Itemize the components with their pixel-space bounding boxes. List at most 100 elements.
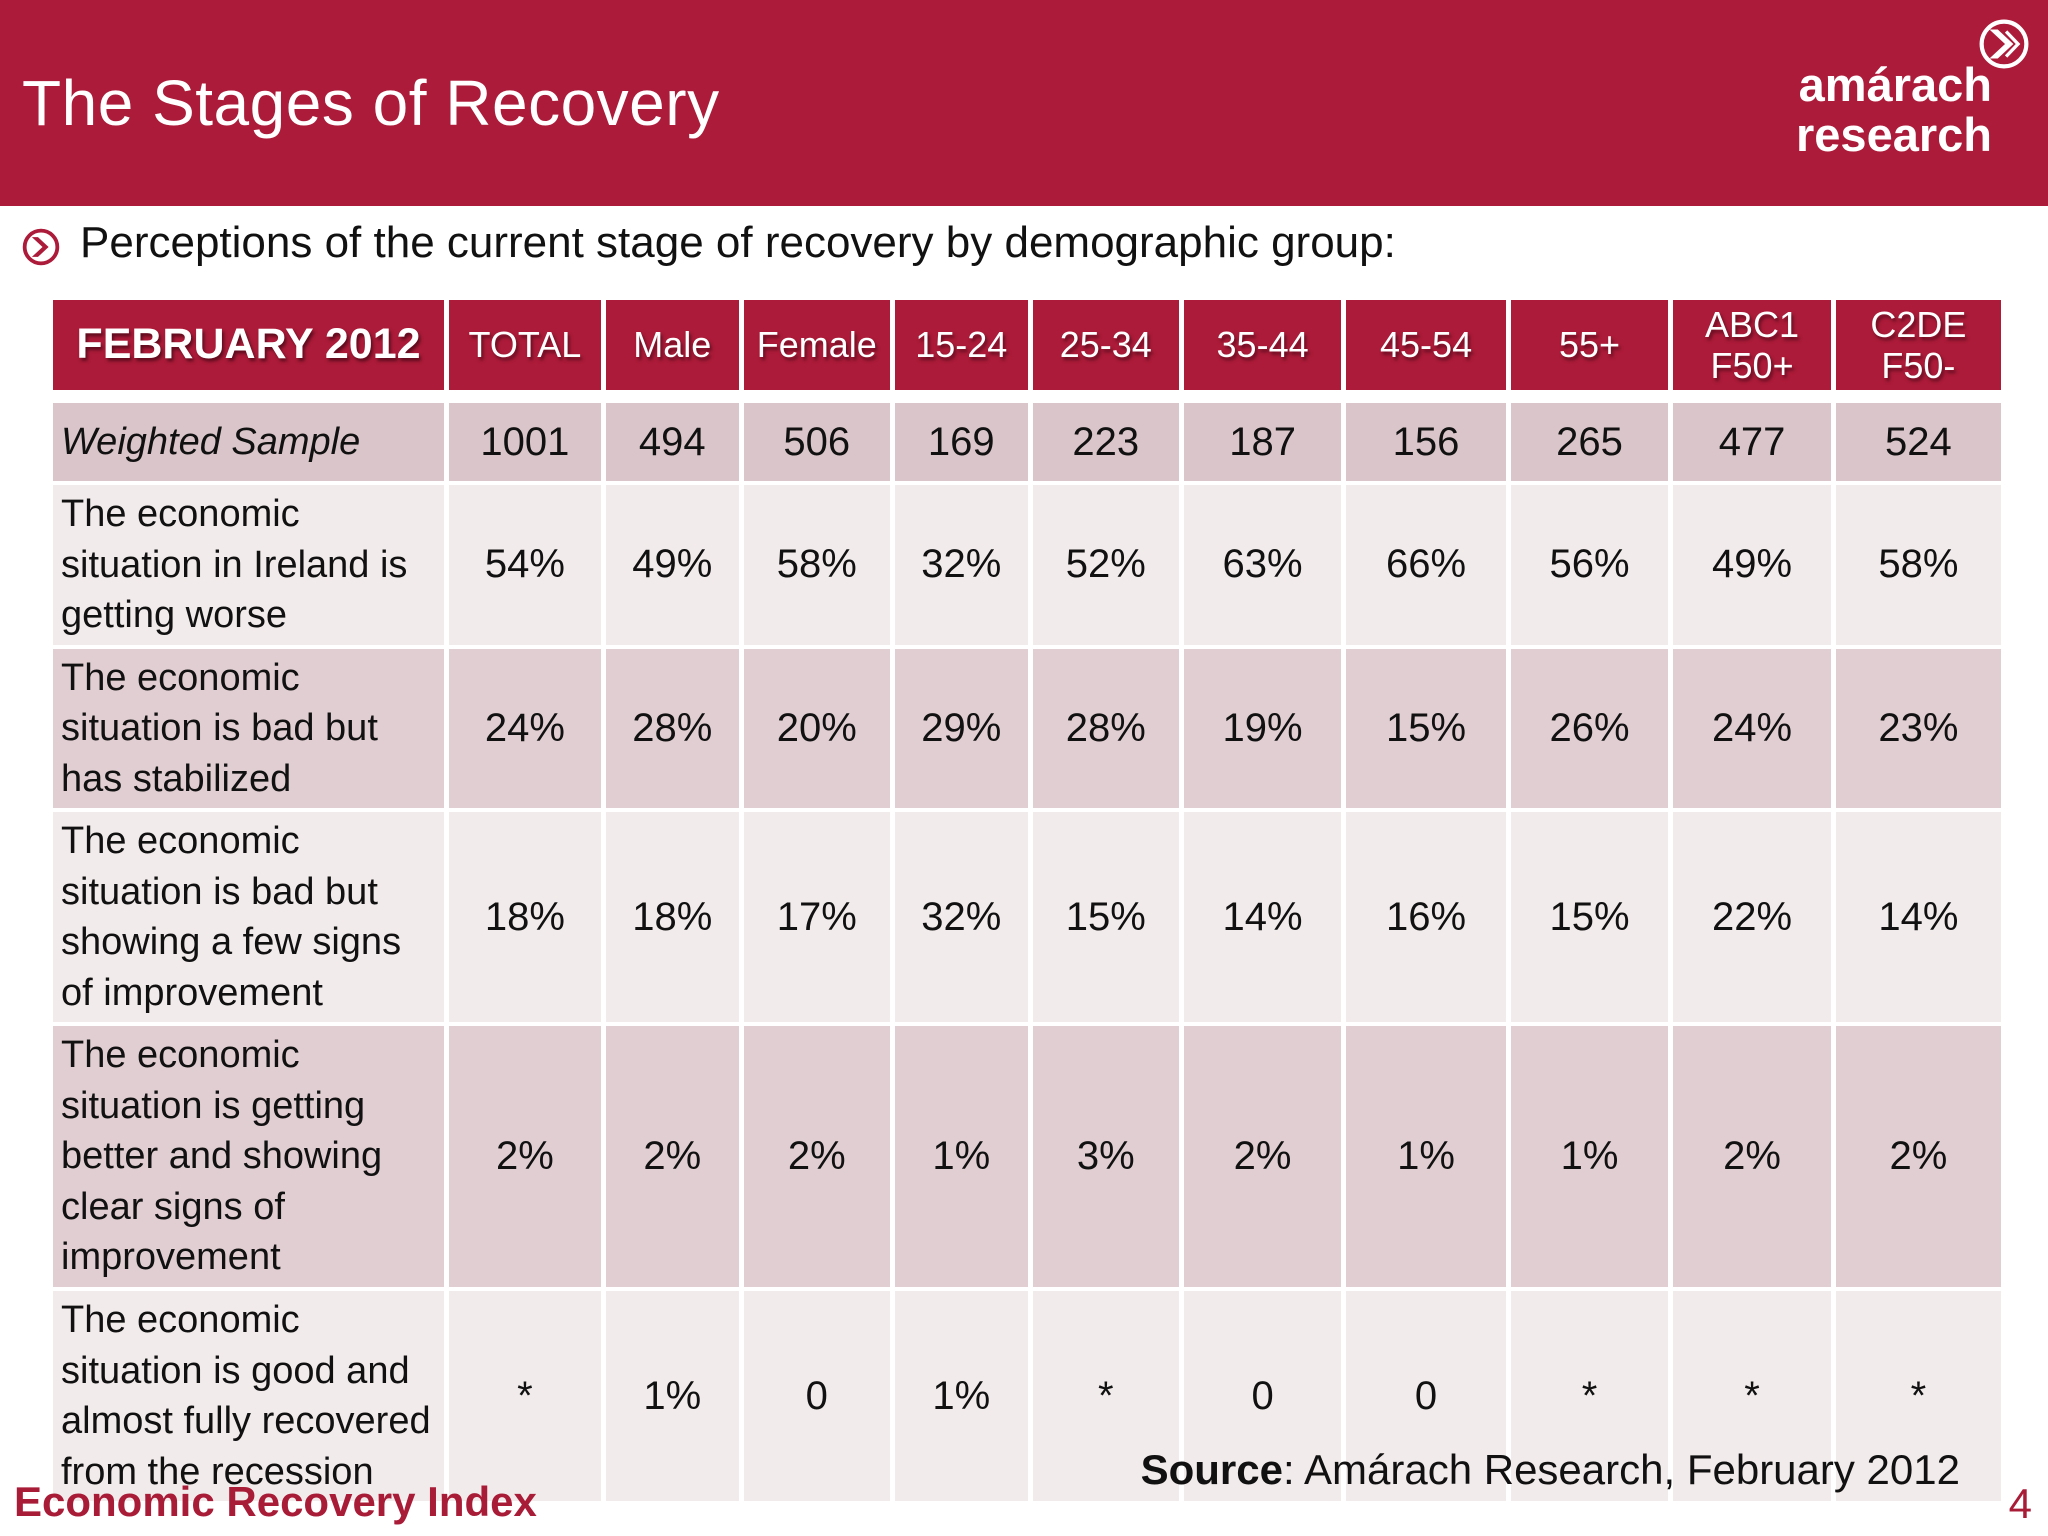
table-cell: 524	[1835, 403, 2001, 481]
table-cell: 187	[1183, 403, 1342, 481]
table-cell: *	[448, 1290, 601, 1502]
table-cell: 223	[1032, 403, 1179, 481]
table-cell: 19%	[1183, 648, 1342, 809]
table-cell: 28%	[605, 648, 739, 809]
row-label: The economic situation is bad but has st…	[53, 648, 444, 809]
table-row: The economic situation in Ireland is get…	[53, 485, 2001, 645]
table-body: Weighted Sample 1001 494 506 169 223 187 156 265…	[53, 394, 2001, 1502]
table-cell: 22%	[1673, 812, 1831, 1023]
table-cell: 49%	[1673, 485, 1831, 645]
table-cell: *	[1032, 1290, 1179, 1502]
table-cell: 18%	[448, 812, 601, 1023]
table-cell: 2%	[1835, 1026, 2001, 1287]
table-cell: 26%	[1510, 648, 1669, 809]
table-cell: 17%	[743, 812, 890, 1023]
column-header-c2de: C2DE F50-	[1835, 300, 2001, 390]
table-cell: 0	[743, 1290, 890, 1502]
table-cell: 1%	[605, 1290, 739, 1502]
table-cell: 15%	[1510, 812, 1669, 1023]
logo-line-2: research	[1796, 108, 1992, 162]
table-cell: 0	[1183, 1290, 1342, 1502]
row-label: The economic situation is good and almos…	[53, 1290, 444, 1502]
table-cell: 66%	[1346, 485, 1506, 645]
table-cell: 29%	[894, 648, 1028, 809]
table-cell: 24%	[1673, 648, 1831, 809]
table-container: FEBRUARY 2012 TOTAL Male Female 15-24 25…	[48, 296, 2006, 1505]
table-cell: 58%	[743, 485, 890, 645]
table-cell: 32%	[894, 812, 1028, 1023]
table-cell: 494	[605, 403, 739, 481]
table-cell: 1%	[1346, 1026, 1506, 1287]
table-cell: 16%	[1346, 812, 1506, 1023]
table-cell: 2%	[448, 1026, 601, 1287]
table-cell: 63%	[1183, 485, 1342, 645]
amarach-logo: amárach research	[1796, 58, 1992, 162]
source-detail: : Amárach Research, February 2012	[1282, 1446, 1960, 1493]
column-header-total: TOTAL	[448, 300, 601, 390]
footer-index-label: Economic Recovery Index	[14, 1478, 537, 1525]
table-cell: *	[1835, 1290, 2001, 1502]
column-header-abc1: ABC1 F50+	[1673, 300, 1831, 390]
column-header-25-34: 25-34	[1032, 300, 1179, 390]
table-cell: 156	[1346, 403, 1506, 481]
table-cell: 56%	[1510, 485, 1669, 645]
slide-subtitle: Perceptions of the current stage of reco…	[80, 218, 1396, 267]
table-cell: 49%	[605, 485, 739, 645]
table-cell: 1%	[894, 1290, 1028, 1502]
source-text: Source: Amárach Research, February 2012	[1141, 1446, 1960, 1494]
row-label: The economic situation in Ireland is get…	[53, 485, 444, 645]
table-cell: 14%	[1183, 812, 1342, 1023]
column-header-35-44: 35-44	[1183, 300, 1342, 390]
source-label: Source	[1140, 1446, 1283, 1493]
column-header-female: Female	[743, 300, 890, 390]
table-row: The economic situation is good and almos…	[53, 1290, 2001, 1502]
table-cell: 32%	[894, 485, 1028, 645]
table-cell: 169	[894, 403, 1028, 481]
table-cell: 23%	[1835, 648, 2001, 809]
table-row: Weighted Sample 1001 494 506 169 223 187 156 265…	[53, 403, 2001, 481]
table-cell: 24%	[448, 648, 601, 809]
row-label: The economic situation is getting better…	[53, 1026, 444, 1287]
table-cell: 15%	[1032, 812, 1179, 1023]
page-number: 4	[2008, 1480, 2032, 1527]
table-cell: 54%	[448, 485, 601, 645]
table-cell: 14%	[1835, 812, 2001, 1023]
column-header-15-24: 15-24	[894, 300, 1028, 390]
table-cell: 2%	[1183, 1026, 1342, 1287]
table-cell: 20%	[743, 648, 890, 809]
table-cell: 28%	[1032, 648, 1179, 809]
table-cell: 2%	[605, 1026, 739, 1287]
logo-line-1: amárach	[1798, 58, 1992, 111]
spacer-row	[53, 394, 2001, 399]
table-cell: 477	[1673, 403, 1831, 481]
table-row: The economic situation is getting better…	[53, 1026, 2001, 1287]
table-cell: 506	[743, 403, 890, 481]
table-cell: 265	[1510, 403, 1669, 481]
table-cell: 1%	[1510, 1026, 1669, 1287]
row-label: The economic situation is bad but showin…	[53, 812, 444, 1023]
table-cell: 2%	[743, 1026, 890, 1287]
table-cell: 58%	[1835, 485, 2001, 645]
table-cell: 1%	[894, 1026, 1028, 1287]
demographics-table: FEBRUARY 2012 TOTAL Male Female 15-24 25…	[48, 296, 2006, 1505]
table-cell: 2%	[1673, 1026, 1831, 1287]
column-header-male: Male	[605, 300, 739, 390]
double-chevron-right-icon	[1979, 19, 2029, 69]
header-banner: The Stages of Recovery	[0, 0, 2048, 206]
table-header-row: FEBRUARY 2012 TOTAL Male Female 15-24 25…	[53, 300, 2001, 390]
page-title: The Stages of Recovery	[22, 67, 720, 139]
table-cell: 0	[1346, 1290, 1506, 1502]
table-cell: 3%	[1032, 1026, 1179, 1287]
table-cell: *	[1673, 1290, 1831, 1502]
column-header-month: FEBRUARY 2012	[53, 300, 444, 390]
row-label: Weighted Sample	[53, 403, 444, 481]
bullet-chevron-icon	[22, 228, 60, 266]
column-header-55plus: 55+	[1510, 300, 1669, 390]
table-cell: 15%	[1346, 648, 1506, 809]
table-cell: 52%	[1032, 485, 1179, 645]
table-cell: 18%	[605, 812, 739, 1023]
table-cell: *	[1510, 1290, 1669, 1502]
table-cell: 1001	[448, 403, 601, 481]
column-header-45-54: 45-54	[1346, 300, 1506, 390]
